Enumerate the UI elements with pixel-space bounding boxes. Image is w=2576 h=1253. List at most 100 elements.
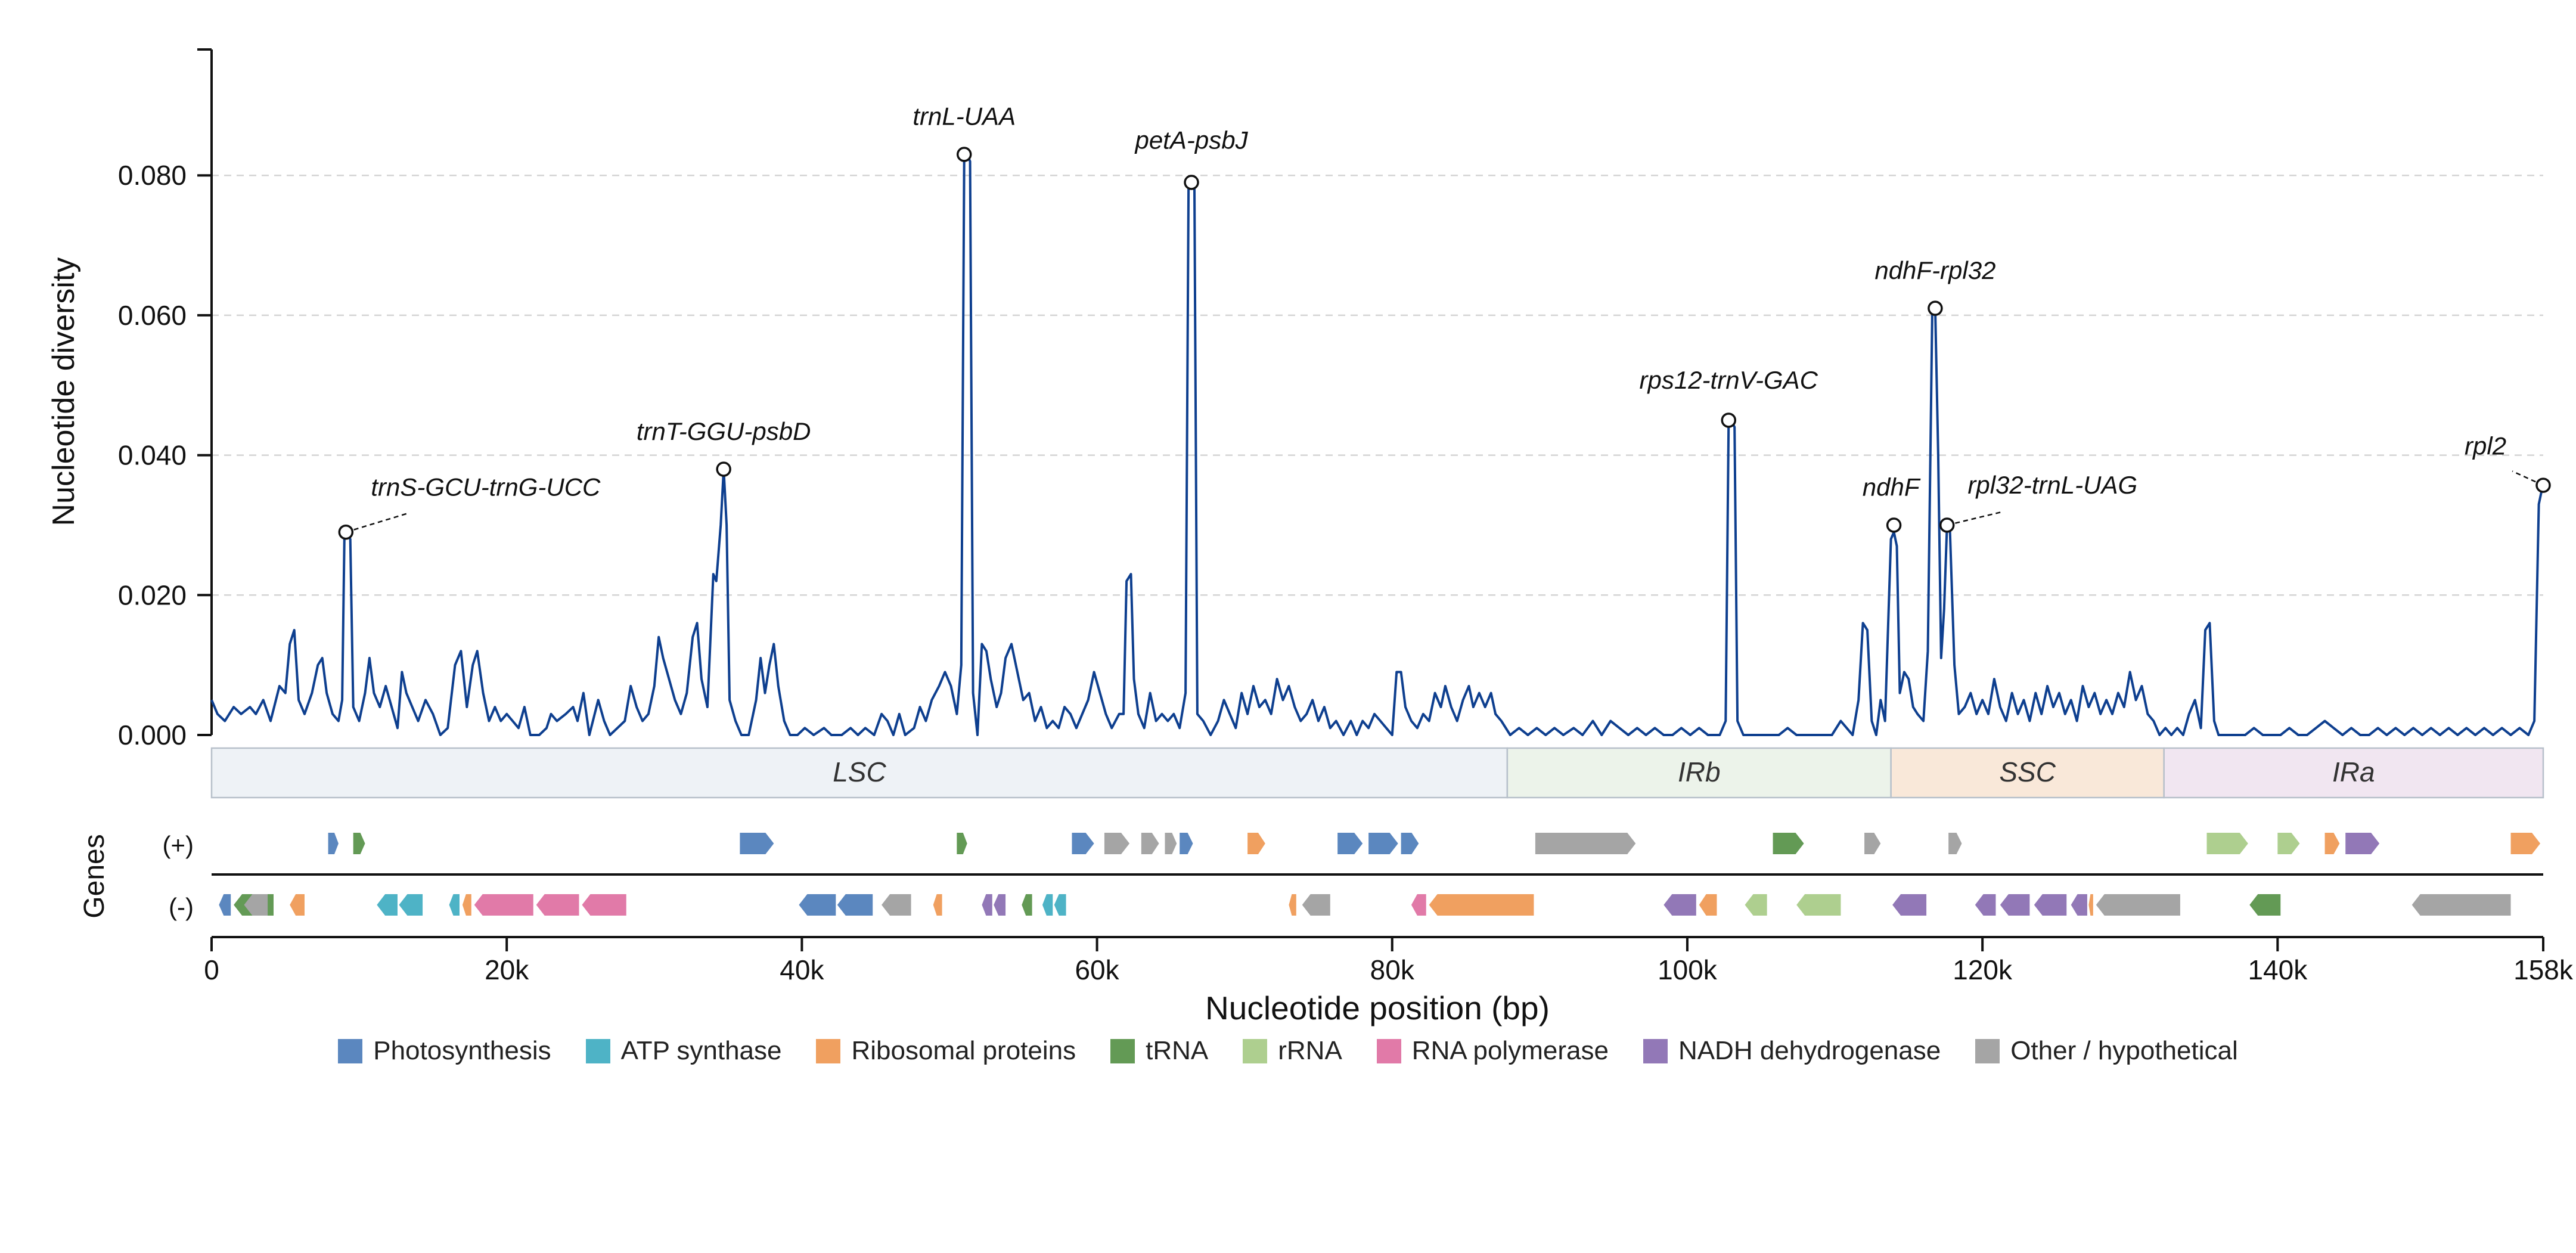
y-tick-label: 0.020 [118,579,187,610]
region-label: SSC [1999,756,2056,787]
gene-feature [2071,894,2087,916]
gene-feature [1535,833,1636,854]
peak-marker [1939,517,1955,533]
gene-feature [1042,894,1053,916]
legend-item: NADH dehydrogenase [1643,1036,1941,1066]
x-axis: 0 20k 40k 60k 80k 100k 120k 140k 158k [204,936,2574,985]
gene-feature [1864,833,1881,854]
gene-feature [933,894,942,916]
gene-feature [1948,833,1962,854]
legend-label: Other / hypothetical [2010,1036,2238,1065]
gene-feature [1699,894,1717,916]
legend-swatch [1643,1038,1668,1063]
gene-feature [399,894,423,916]
annotation-leader [345,513,407,533]
x-tick-label: 60k [1075,954,1119,985]
annotation-leader [2512,470,2544,486]
minus-strand-label: (-) [169,893,194,921]
gene-feature [1429,894,1534,916]
legend-label: ATP synthase [620,1036,782,1065]
legend-item: tRNA [1110,1036,1208,1066]
gene-feature [1368,833,1398,854]
x-axis-label: Nucleotide position (bp) [1205,990,1550,1026]
x-tick-label: 0 [204,954,219,985]
gene-feature [2096,894,2180,916]
gene-feature [582,894,626,916]
gene-feature [1411,894,1426,916]
gene-feature [474,894,533,916]
gene-feature [2510,833,2541,854]
gene-feature [1892,894,1927,916]
legend-label: NADH dehydrogenase [1678,1036,1941,1065]
legend-swatch [1243,1038,1268,1063]
gene-feature [1289,894,1296,916]
gene-feature [1054,894,1066,916]
gene-feature [1975,894,1996,916]
x-tick-label: 140k [2248,954,2308,985]
gene-feature [1247,833,1265,854]
gene-feature [1302,894,1330,916]
gene-feature [1745,894,1767,916]
legend-item: Photosynthesis [338,1036,551,1066]
gene-feature [1337,833,1363,854]
legend-item: ATP synthase [585,1036,782,1066]
peak-label: ndhF [1863,473,1921,501]
y-tick-label: 0.000 [118,719,187,750]
region-bar: LSC IRb SSC IRa [210,747,2544,799]
legend-label: Photosynthesis [373,1036,551,1065]
peak-annotations: trnS-GCU-trnG-UCC trnT-GGU-psbD trnL-UAA pe… [338,103,2551,540]
legend-swatch [585,1038,610,1063]
peak-marker [956,147,972,162]
gene-feature [1796,894,1841,916]
gene-feature [353,833,365,854]
gene-feature [957,833,967,854]
gene-feature [740,833,774,854]
gene-feature [536,894,579,916]
peak-label: trnT-GGU-psbD [637,417,811,445]
legend-swatch [1975,1038,2000,1063]
region-label: IRb [1678,756,1721,787]
legend-swatch [1376,1038,1401,1063]
gene-feature [1663,894,1696,916]
peak-label: trnL-UAA [913,103,1016,131]
y-tick-label: 0.040 [118,440,187,471]
gene-feature [1773,833,1804,854]
gene-feature [449,894,460,916]
gene-feature [328,833,339,854]
gene-feature [377,894,398,916]
gene-feature [1072,833,1094,854]
gene-feature [837,894,873,916]
gene-feature [219,894,231,916]
gene-feature [994,894,1006,916]
x-tick-label: 120k [1953,954,2013,985]
gene-feature [2206,833,2248,854]
x-tick-label: 158k [2513,954,2574,985]
legend-swatch [338,1038,363,1063]
legend-swatch [1110,1038,1135,1063]
gene-feature [462,894,471,916]
gene-feature [799,894,836,916]
gene-feature [982,894,992,916]
gene-feature [2277,833,2300,854]
gene-feature [882,894,911,916]
gene-feature [1401,833,1419,854]
gridlines [212,174,2543,596]
region-box [2163,747,2544,799]
x-tick-label: 80k [1370,954,1415,985]
gene-feature [2000,894,2030,916]
legend-label: rRNA [1278,1036,1342,1065]
peak-marker [1184,175,1199,190]
gene-feature [290,894,305,916]
region-label: LSC [833,756,886,787]
diversity-line [210,153,2544,736]
y-tick-label: 0.080 [118,160,187,191]
peak-label: rps12-trnV-GAC [1640,366,1818,394]
peak-marker [716,461,731,477]
peak-marker [1928,300,1943,316]
x-tick-label: 40k [780,954,824,985]
peak-label: petA-psbJ [1134,126,1248,154]
region-box [1890,747,2165,799]
gene-feature [2088,894,2093,916]
legend-label: tRNA [1146,1036,1209,1065]
